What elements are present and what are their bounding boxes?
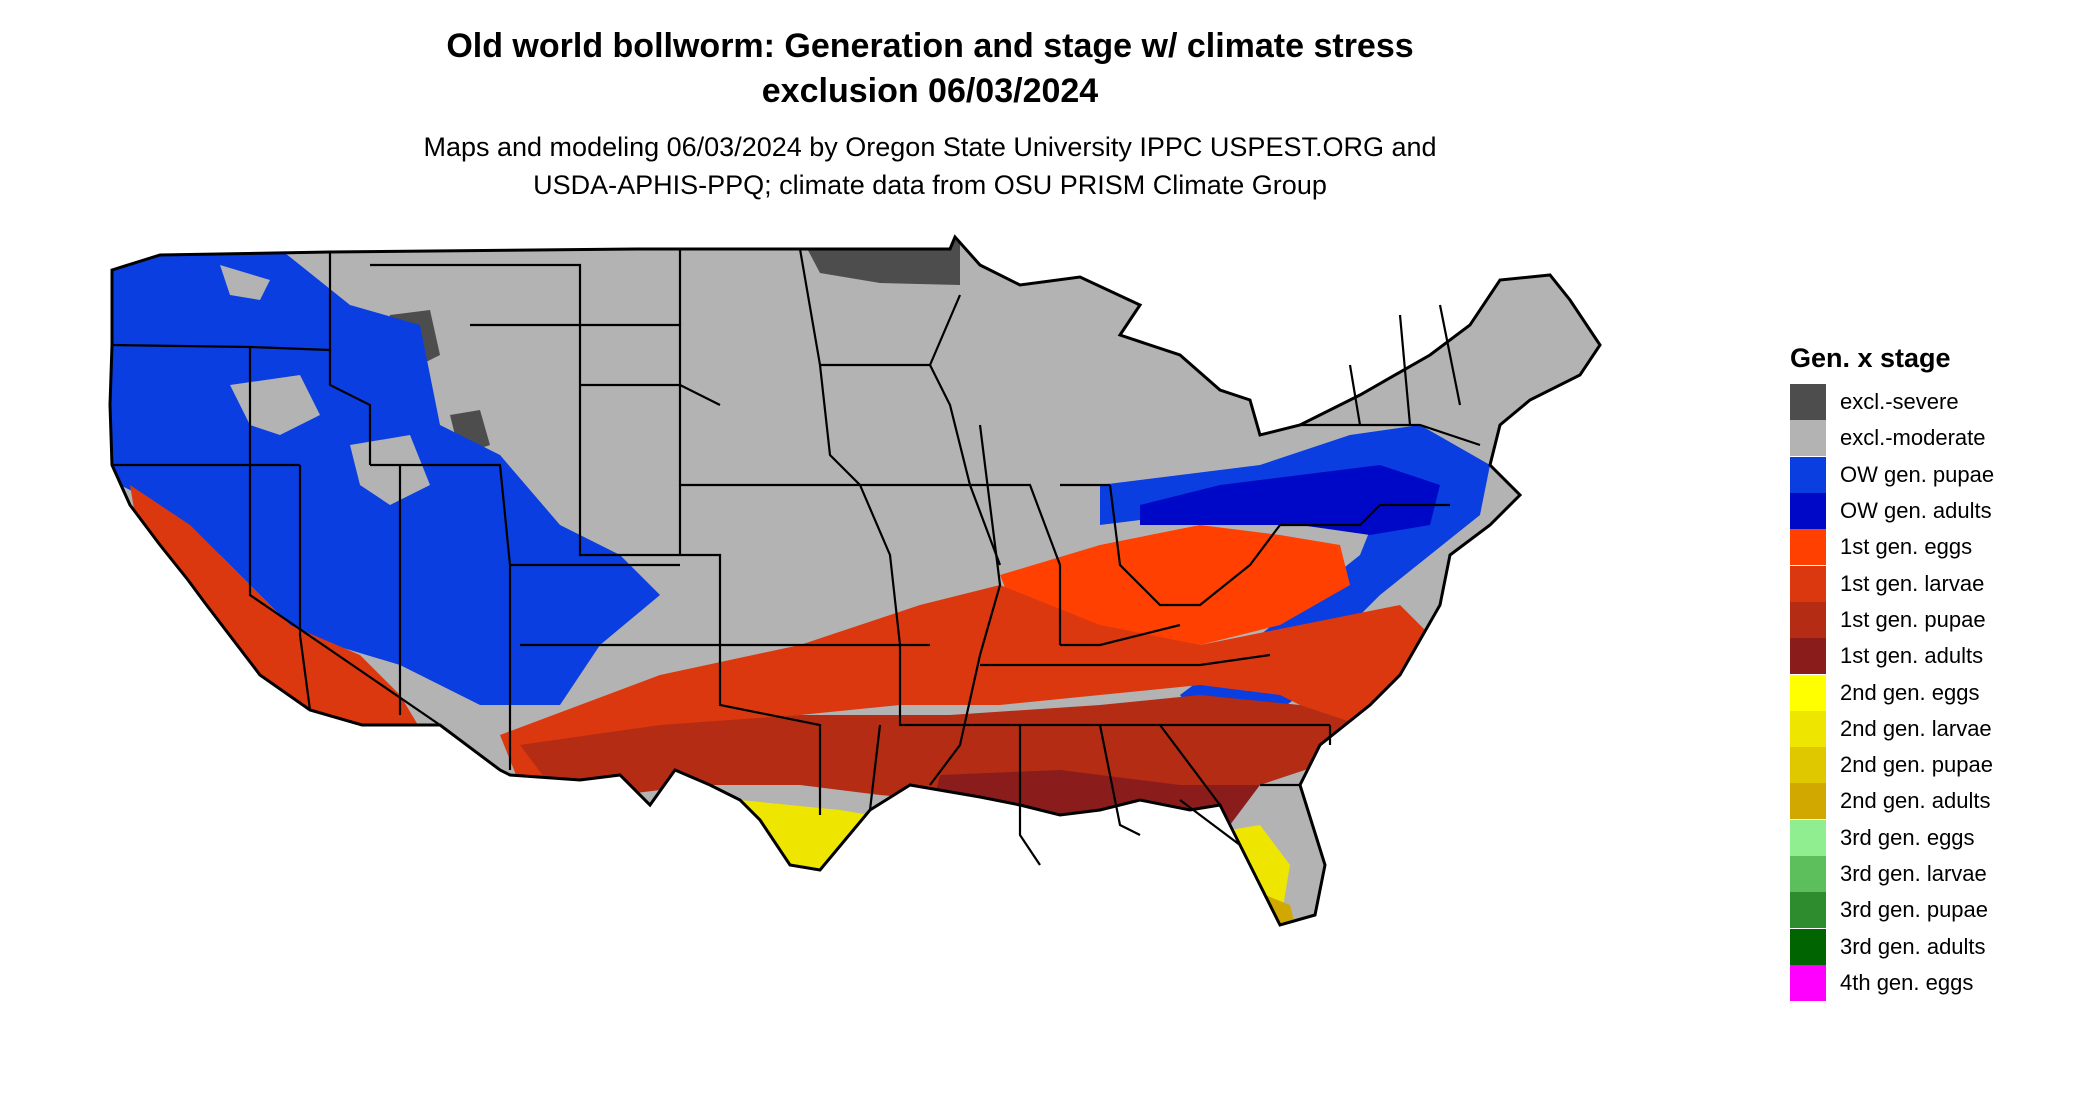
legend-label: OW gen. pupae (1840, 461, 1995, 487)
us-map (108, 234, 1602, 927)
state-boundaries (111, 248, 1481, 866)
legend-swatch (1790, 601, 1826, 638)
legend-label: excl.-severe (1840, 389, 1959, 415)
legend-item-2nd-gen-eggs: 2nd gen. eggs (1790, 674, 2090, 711)
legend-label: 4th gen. eggs (1840, 969, 1974, 995)
legend-title: Gen. x stage (1790, 343, 1951, 373)
map-subtitle: Maps and modeling 06/03/2024 by Oregon S… (0, 128, 1860, 204)
title-line-1: Old world bollworm: Generation and stage… (446, 27, 1414, 65)
legend-items: excl.-severe excl.-moderate OW gen. pupa… (1790, 384, 2090, 1001)
legend-item-3rd-gen-adults: 3rd gen. adults (1790, 928, 2090, 965)
map-title: Old world bollworm: Generation and stage… (0, 24, 1860, 114)
legend-swatch (1790, 892, 1826, 929)
legend-swatch (1790, 964, 1826, 1001)
legend-item-2nd-gen-larvae: 2nd gen. larvae (1790, 710, 2090, 747)
legend-label: 1st gen. eggs (1840, 534, 1973, 560)
legend-swatch (1790, 493, 1826, 530)
legend-item-3rd-gen-pupae: 3rd gen. pupae (1790, 892, 2090, 929)
legend-item-1st-gen-larvae: 1st gen. larvae (1790, 565, 2090, 602)
title-line-2: exclusion 06/03/2024 (761, 72, 1099, 110)
legend-swatch (1790, 819, 1826, 856)
legend-swatch (1790, 674, 1826, 711)
legend-item-3rd-gen-larvae: 3rd gen. larvae (1790, 856, 2090, 892)
legend-label: 2nd gen. pupae (1840, 752, 1993, 778)
legend-item-ow-gen-pupae: OW gen. pupae (1790, 456, 2090, 493)
subtitle-line-2: USDA-APHIS-PPQ; climate data from OSU PR… (533, 170, 1327, 200)
legend: Gen. x stage excl.-severe excl.-moderate… (1790, 340, 2090, 1001)
legend-item-4th-gen-eggs: 4th gen. eggs (1790, 964, 2090, 1001)
legend-label: 2nd gen. eggs (1840, 679, 1980, 705)
legend-item-excl-moderate: excl.-moderate (1790, 420, 2090, 457)
legend-swatch (1790, 529, 1826, 566)
legend-label: excl.-moderate (1840, 425, 1986, 451)
legend-swatch (1790, 928, 1826, 965)
legend-swatch (1790, 420, 1826, 457)
legend-item-2nd-gen-pupae: 2nd gen. pupae (1790, 747, 2090, 784)
subtitle-line-1: Maps and modeling 06/03/2024 by Oregon S… (423, 132, 1437, 162)
legend-swatch (1790, 783, 1826, 820)
legend-swatch (1790, 856, 1826, 892)
legend-label: OW gen. adults (1840, 498, 1992, 524)
legend-label: 3rd gen. adults (1840, 933, 1986, 959)
legend-item-ow-gen-adults: OW gen. adults (1790, 493, 2090, 530)
stage-zones (110, 237, 1600, 925)
legend-swatch (1790, 710, 1826, 747)
legend-swatch (1790, 638, 1826, 675)
legend-label: 2nd gen. larvae (1840, 715, 1992, 741)
legend-label: 1st gen. pupae (1840, 606, 1986, 632)
legend-label: 1st gen. larvae (1840, 570, 1985, 596)
legend-label: 3rd gen. eggs (1840, 824, 1975, 850)
legend-swatch (1790, 384, 1826, 421)
legend-label: 2nd gen. adults (1840, 788, 1991, 814)
legend-item-1st-gen-eggs: 1st gen. eggs (1790, 529, 2090, 566)
legend-swatch (1790, 565, 1826, 602)
legend-item-2nd-gen-adults: 2nd gen. adults (1790, 783, 2090, 820)
legend-item-1st-gen-pupae: 1st gen. pupae (1790, 601, 2090, 638)
legend-item-1st-gen-adults: 1st gen. adults (1790, 638, 2090, 675)
legend-label: 3rd gen. pupae (1840, 897, 1989, 923)
legend-swatch (1790, 456, 1826, 493)
legend-label: 3rd gen. larvae (1840, 861, 1987, 886)
legend-swatch (1790, 747, 1826, 784)
legend-item-excl-severe: excl.-severe (1790, 384, 2090, 421)
legend-label: 1st gen. adults (1840, 643, 1984, 669)
legend-item-3rd-gen-eggs: 3rd gen. eggs (1790, 819, 2090, 856)
